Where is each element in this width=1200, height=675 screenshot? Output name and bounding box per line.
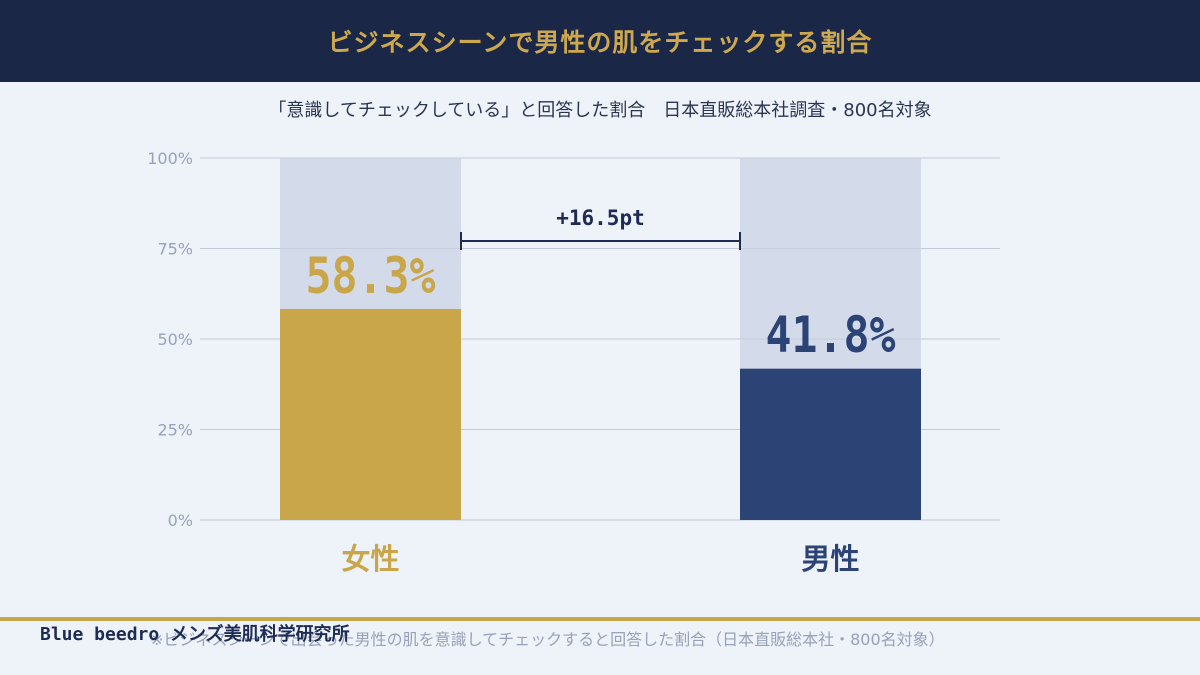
y-tick-label: 0% bbox=[168, 511, 193, 530]
x-category-label: 男性 bbox=[801, 542, 859, 576]
x-category-label: 女性 bbox=[341, 542, 399, 576]
footnote: ※ビジネスシーンで出会った男性の肌を意識してチェックすると回答した割合（日本直販… bbox=[150, 630, 945, 649]
bar-value-label: 58.3% bbox=[306, 247, 436, 305]
y-tick-label: 75% bbox=[157, 240, 193, 259]
bar bbox=[280, 308, 461, 520]
footer-divider bbox=[0, 617, 1200, 621]
bar-value-label: 41.8% bbox=[766, 306, 896, 364]
difference-label: +16.5pt bbox=[556, 206, 645, 230]
brand-name: Blue beedro メンズ美肌科学研究所 bbox=[40, 624, 350, 645]
page-title: ビジネスシーンで男性の肌をチェックする割合 bbox=[327, 28, 873, 57]
y-tick-label: 25% bbox=[157, 421, 193, 440]
y-tick-label: 50% bbox=[157, 330, 193, 349]
chart-subtitle: 「意識してチェックしている」と回答した割合 日本直販総本社調査・800名対象 bbox=[268, 100, 932, 121]
header-bar: ビジネスシーンで男性の肌をチェックする割合 bbox=[0, 0, 1200, 82]
bar bbox=[740, 368, 921, 520]
y-tick-label: 100% bbox=[147, 149, 193, 168]
